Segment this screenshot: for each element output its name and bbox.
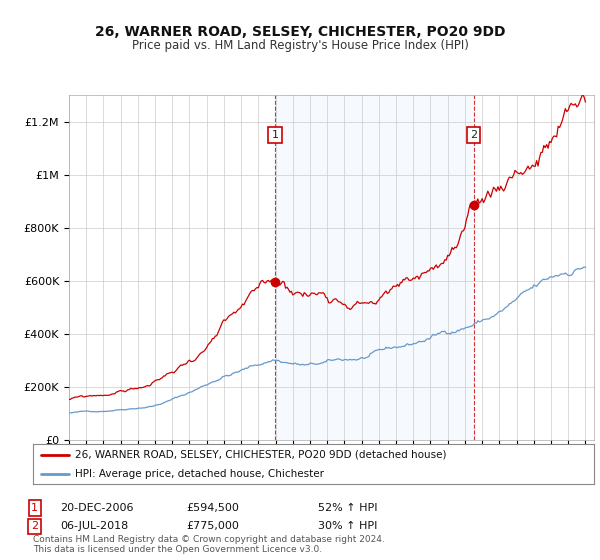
- Text: HPI: Average price, detached house, Chichester: HPI: Average price, detached house, Chic…: [75, 469, 324, 478]
- Text: 06-JUL-2018: 06-JUL-2018: [60, 521, 128, 531]
- Text: 1: 1: [31, 503, 38, 513]
- Text: Price paid vs. HM Land Registry's House Price Index (HPI): Price paid vs. HM Land Registry's House …: [131, 39, 469, 52]
- Bar: [275, 95, 473, 440]
- Text: 20-DEC-2006: 20-DEC-2006: [60, 503, 133, 513]
- Text: 2: 2: [470, 130, 477, 140]
- Text: 26, WARNER ROAD, SELSEY, CHICHESTER, PO20 9DD: 26, WARNER ROAD, SELSEY, CHICHESTER, PO2…: [95, 25, 505, 39]
- Text: 26, WARNER ROAD, SELSEY, CHICHESTER, PO20 9DD (detached house): 26, WARNER ROAD, SELSEY, CHICHESTER, PO2…: [75, 450, 446, 460]
- Text: 30% ↑ HPI: 30% ↑ HPI: [318, 521, 377, 531]
- Text: 1: 1: [272, 130, 278, 140]
- Text: 2: 2: [31, 521, 38, 531]
- Text: This data is licensed under the Open Government Licence v3.0.: This data is licensed under the Open Gov…: [33, 545, 322, 554]
- Text: Contains HM Land Registry data © Crown copyright and database right 2024.: Contains HM Land Registry data © Crown c…: [33, 535, 385, 544]
- Text: £775,000: £775,000: [186, 521, 239, 531]
- Text: 52% ↑ HPI: 52% ↑ HPI: [318, 503, 377, 513]
- Text: £594,500: £594,500: [186, 503, 239, 513]
